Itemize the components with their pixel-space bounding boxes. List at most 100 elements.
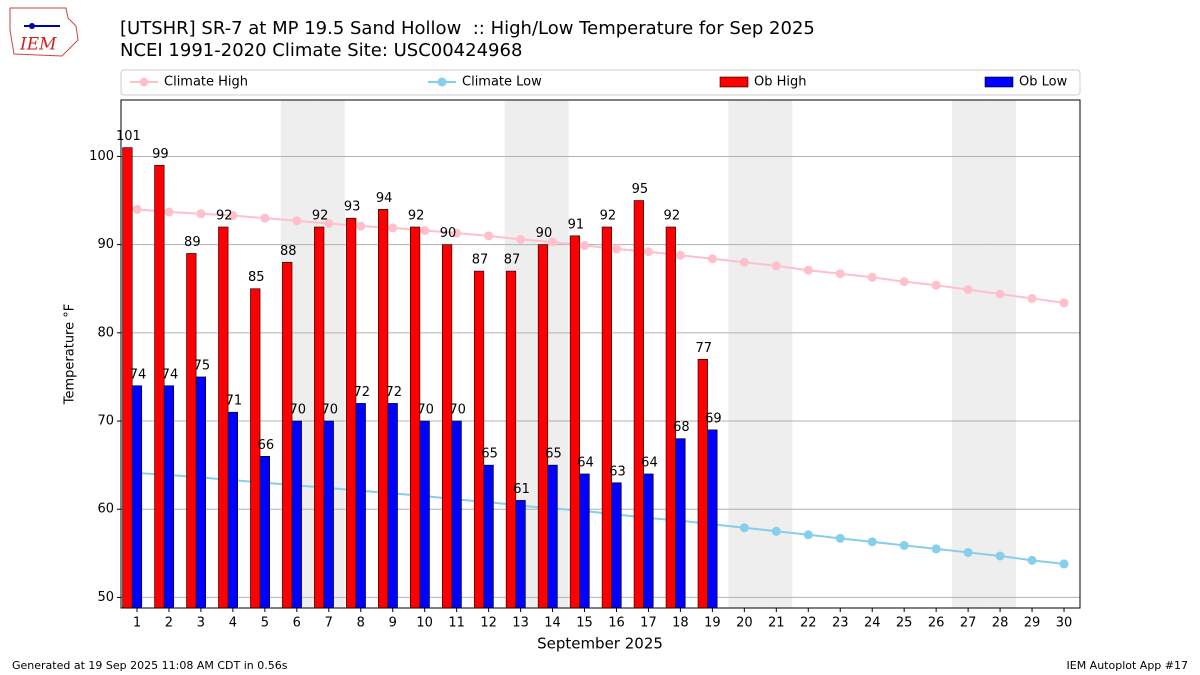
data-label: 87 [472,253,489,268]
point [643,247,653,257]
y-tick-label: 100 [89,149,114,164]
data-label: 74 [130,367,147,382]
data-label: 88 [280,244,297,259]
data-label: 92 [312,209,329,224]
point [867,537,877,547]
point [388,223,398,233]
data-label: 92 [600,209,617,224]
bar [378,209,389,609]
point [707,254,717,264]
bar [483,464,494,609]
data-label: 70 [290,403,307,418]
bar [601,226,612,609]
point [132,204,142,214]
point [803,530,813,540]
x-tick-label: 3 [197,616,205,631]
logo-shape [9,7,79,57]
x-tick-label: 15 [576,616,593,631]
data-label: 70 [449,403,466,418]
data-label: 65 [545,447,562,462]
legend-label: Ob High [754,75,807,90]
data-label: 74 [162,367,179,382]
x-tick-label: 20 [736,616,753,631]
data-label: 92 [664,209,681,224]
point [835,269,845,279]
bar [643,473,654,609]
chart-title: [UTSHR] SR-7 at MP 19.5 Sand Hollow :: H… [120,18,815,39]
x-tick-label: 2 [165,616,173,631]
x-tick-label: 21 [768,616,785,631]
data-label: 70 [322,403,339,418]
point [739,523,749,533]
point [931,544,941,554]
data-label: 63 [609,464,626,479]
data-label: 101 [116,129,141,144]
point [1059,298,1069,308]
legend-label: Climate Low [462,75,542,90]
y-tick-label: 60 [97,502,114,517]
x-tick-label: 17 [640,616,657,631]
bar [282,261,293,609]
point [1059,559,1069,569]
point [548,237,558,247]
data-label: 64 [641,455,658,470]
line [136,472,1065,565]
x-axis-label: September 2025 [537,635,663,653]
weekend-band [760,100,793,608]
data-label: 72 [385,385,402,400]
data-label: 99 [152,147,169,162]
point [771,261,781,271]
data-label: 75 [194,358,211,373]
data-label: 68 [673,420,690,435]
bar [451,420,462,609]
data-label: 71 [226,394,243,409]
bar [346,217,357,609]
bar [387,403,398,609]
data-label: 93 [344,200,361,215]
point [867,272,877,282]
weekend-band [984,100,1017,608]
bar [665,226,676,609]
point [356,221,366,231]
bar [154,164,165,609]
point [611,244,621,254]
data-label: 65 [481,447,498,462]
y-tick-label: 90 [97,237,114,252]
point [484,231,494,241]
point [995,551,1005,561]
x-tick-label: 12 [480,616,497,631]
point [995,289,1005,299]
data-label: 85 [248,270,265,285]
point [580,241,590,251]
bar [131,385,143,609]
bar [355,403,366,609]
x-tick-label: 25 [896,616,913,631]
x-tick-label: 8 [357,616,365,631]
bar [505,270,517,609]
x-tick-label: 30 [1056,616,1073,631]
point [228,211,238,221]
data-label: 64 [577,455,594,470]
data-label: 90 [440,226,457,241]
x-tick-label: 9 [389,616,397,631]
x-tick-label: 10 [416,616,433,631]
legend-marker [437,77,447,87]
point [260,213,270,223]
bar [579,473,590,609]
bar [419,420,430,609]
point [196,209,206,219]
bar [186,253,197,609]
point [452,228,462,238]
point [516,234,526,244]
weekend-band [952,100,985,608]
point [1027,293,1037,303]
y-tick-label: 70 [97,414,114,429]
logo: IEM [9,7,79,57]
point [899,540,909,550]
bar [441,244,453,609]
data-label: 90 [536,226,553,241]
x-tick-label: 4 [229,616,237,631]
bar [707,429,718,609]
x-tick-label: 13 [512,616,529,631]
